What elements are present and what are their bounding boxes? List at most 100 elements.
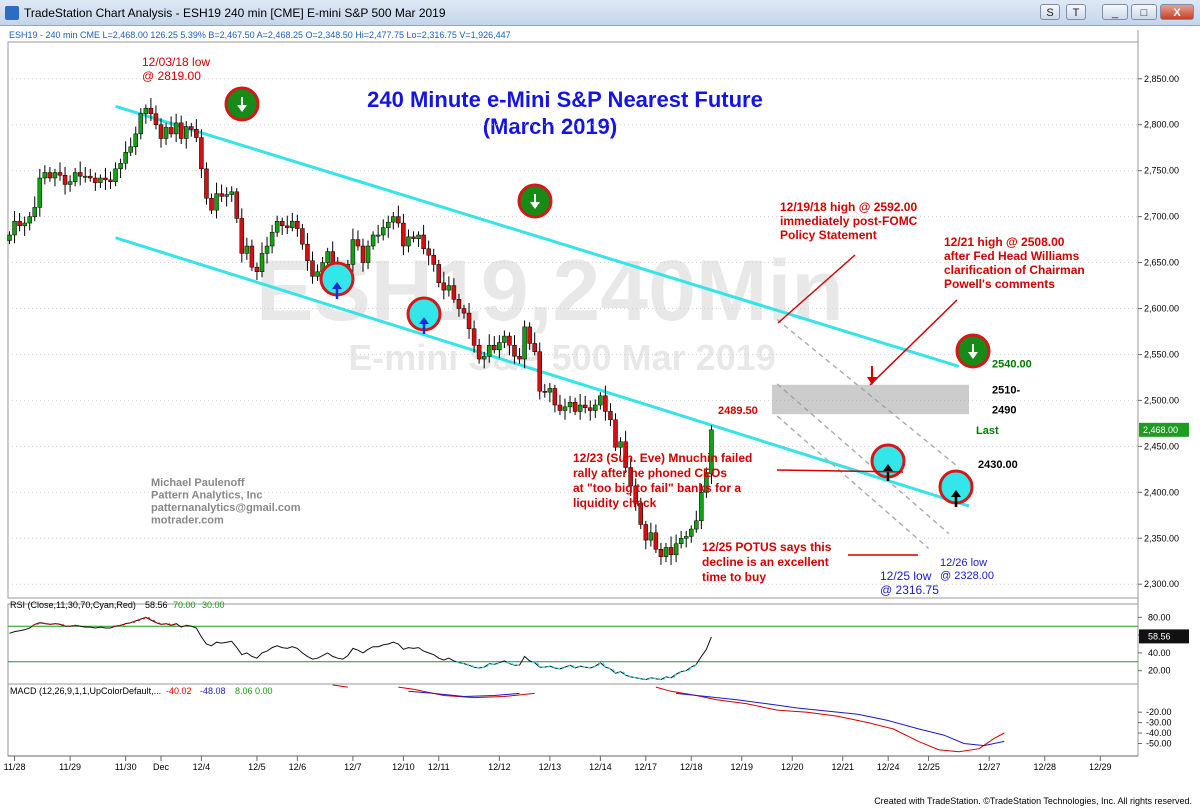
annotation-text: after Fed Head Williams [944,249,1080,263]
candle-up [577,404,583,412]
candle-down [638,503,643,525]
candle-up [497,342,502,351]
time-tick-label: 12/13 [539,762,562,772]
rsi-value: 58.56 [145,600,168,610]
time-tick-label: 12/27 [978,762,1001,772]
candle-up [375,234,381,237]
candle-up [27,216,32,224]
candle-up [386,221,391,228]
time-tick-label: 12/17 [635,762,658,772]
lower-channel-line [115,236,970,508]
candle-down [628,467,633,487]
candle-down [633,485,638,504]
resistance-zone [772,384,969,415]
annotation-text: time to buy [702,570,766,584]
annotation-text: at "too big to fail" banks for a [573,481,741,495]
annotation-text: Policy Statement [780,228,877,242]
price-level-label: 2430.00 [978,459,1018,471]
candle-down [93,177,98,183]
y-tick-label: 2,650.00 [1144,258,1179,268]
candle-up [133,133,138,148]
candle-down [603,395,608,412]
maximize-button[interactable]: □ [1131,4,1157,20]
candle-down [557,404,563,411]
annotation-text: 12/23 (Sun. Eve) Mnuchin failed [573,451,752,465]
candle-up [143,107,149,114]
candle-up [229,191,234,195]
candle-up [699,492,704,522]
time-tick-label: 11/28 [4,762,26,772]
candle-up [567,402,573,408]
candle-down [582,404,588,409]
candle-down [355,239,361,247]
candle-up [416,234,421,239]
candle-up [648,532,654,541]
watermark-name: E-mini S&P 500 Mar 2019 [348,337,776,378]
t-button[interactable]: T [1066,4,1086,20]
macd-v3: 8.06 [235,686,253,696]
candle-down [103,177,108,181]
close-button[interactable]: X [1160,4,1194,20]
candle-down [552,388,558,406]
chart-title: 240 Minute e-Mini S&P Nearest Future [367,87,763,112]
y-tick-label: 2,550.00 [1144,349,1179,359]
candle-down [279,220,285,227]
candle-up [274,220,280,233]
upper-channel-line [115,104,960,368]
candle-down [199,137,204,170]
y-tick-label: 2,400.00 [1144,487,1179,497]
candle-up [406,236,411,247]
y-tick-label: 2,750.00 [1144,166,1179,176]
macd-line [332,684,348,688]
candle-up [683,536,689,539]
down-arrow-icon [237,105,247,112]
rsi-ob: 70.00 [173,600,196,610]
candle-up [37,177,43,208]
candle-up [184,126,189,139]
chart-area[interactable]: ESH19,240Min E-mini S&P 500 Mar 2019 ESH… [0,26,1200,796]
price-chart-svg[interactable]: ESH19,240Min E-mini S&P 500 Mar 2019 ESH… [0,26,1200,796]
price-axis: 2,300.00 2,350.00 2,400.00 2,450.00 2,500.00… [1138,74,1189,589]
candle-up [12,220,17,236]
candle-up [663,547,669,557]
up-arrow-icon [332,282,342,289]
candle-up [709,429,714,475]
candle-up [365,245,371,263]
candle-down [588,407,593,411]
time-tick-label: 12/25 [917,762,940,772]
buy-signal-4 [938,469,974,507]
candle-down [295,220,300,229]
down-arrow-icon [530,202,540,209]
annotation-text: clarification of Chairman [944,263,1085,277]
buy-signal-3 [870,443,906,481]
candle-up [52,172,58,179]
candle-down [239,218,245,254]
candle-up [315,271,320,277]
macd-tick-label: -20.00 [1146,707,1172,717]
window-titlebar: TradeStation Chart Analysis - ESH19 240 … [0,0,1200,26]
s-button[interactable]: S [1040,4,1060,20]
callout-line-williams [869,299,958,386]
time-tick-label: 12/7 [344,762,362,772]
candle-up [593,404,598,411]
dashed-channel-line [776,415,930,549]
macd-v1: -40.02 [166,686,192,696]
time-tick-label: 12/6 [289,762,307,772]
candle-down [254,266,260,273]
candle-up [370,234,376,247]
macd-label: MACD (12,26,9,1,1,UpColorDefault,... [10,686,161,696]
candle-down [17,220,22,227]
last-price-box [1139,422,1189,437]
minimize-button[interactable]: _ [1102,4,1128,20]
candle-up [598,395,603,406]
candle-down [189,126,194,130]
time-axis: 11/28 11/29 11/30 Dec 12/4 12/5 12/6 12/7 12/10 1… [4,755,1138,772]
chart-subtitle: (March 2019) [483,114,618,139]
candle-down [507,335,512,346]
candle-down [456,299,462,309]
candle-up [350,239,356,265]
y-tick-label: 2,300.00 [1144,579,1179,589]
candle-down [542,390,548,393]
candle-up [128,146,133,153]
y-tick-label: 2,500.00 [1144,395,1179,405]
